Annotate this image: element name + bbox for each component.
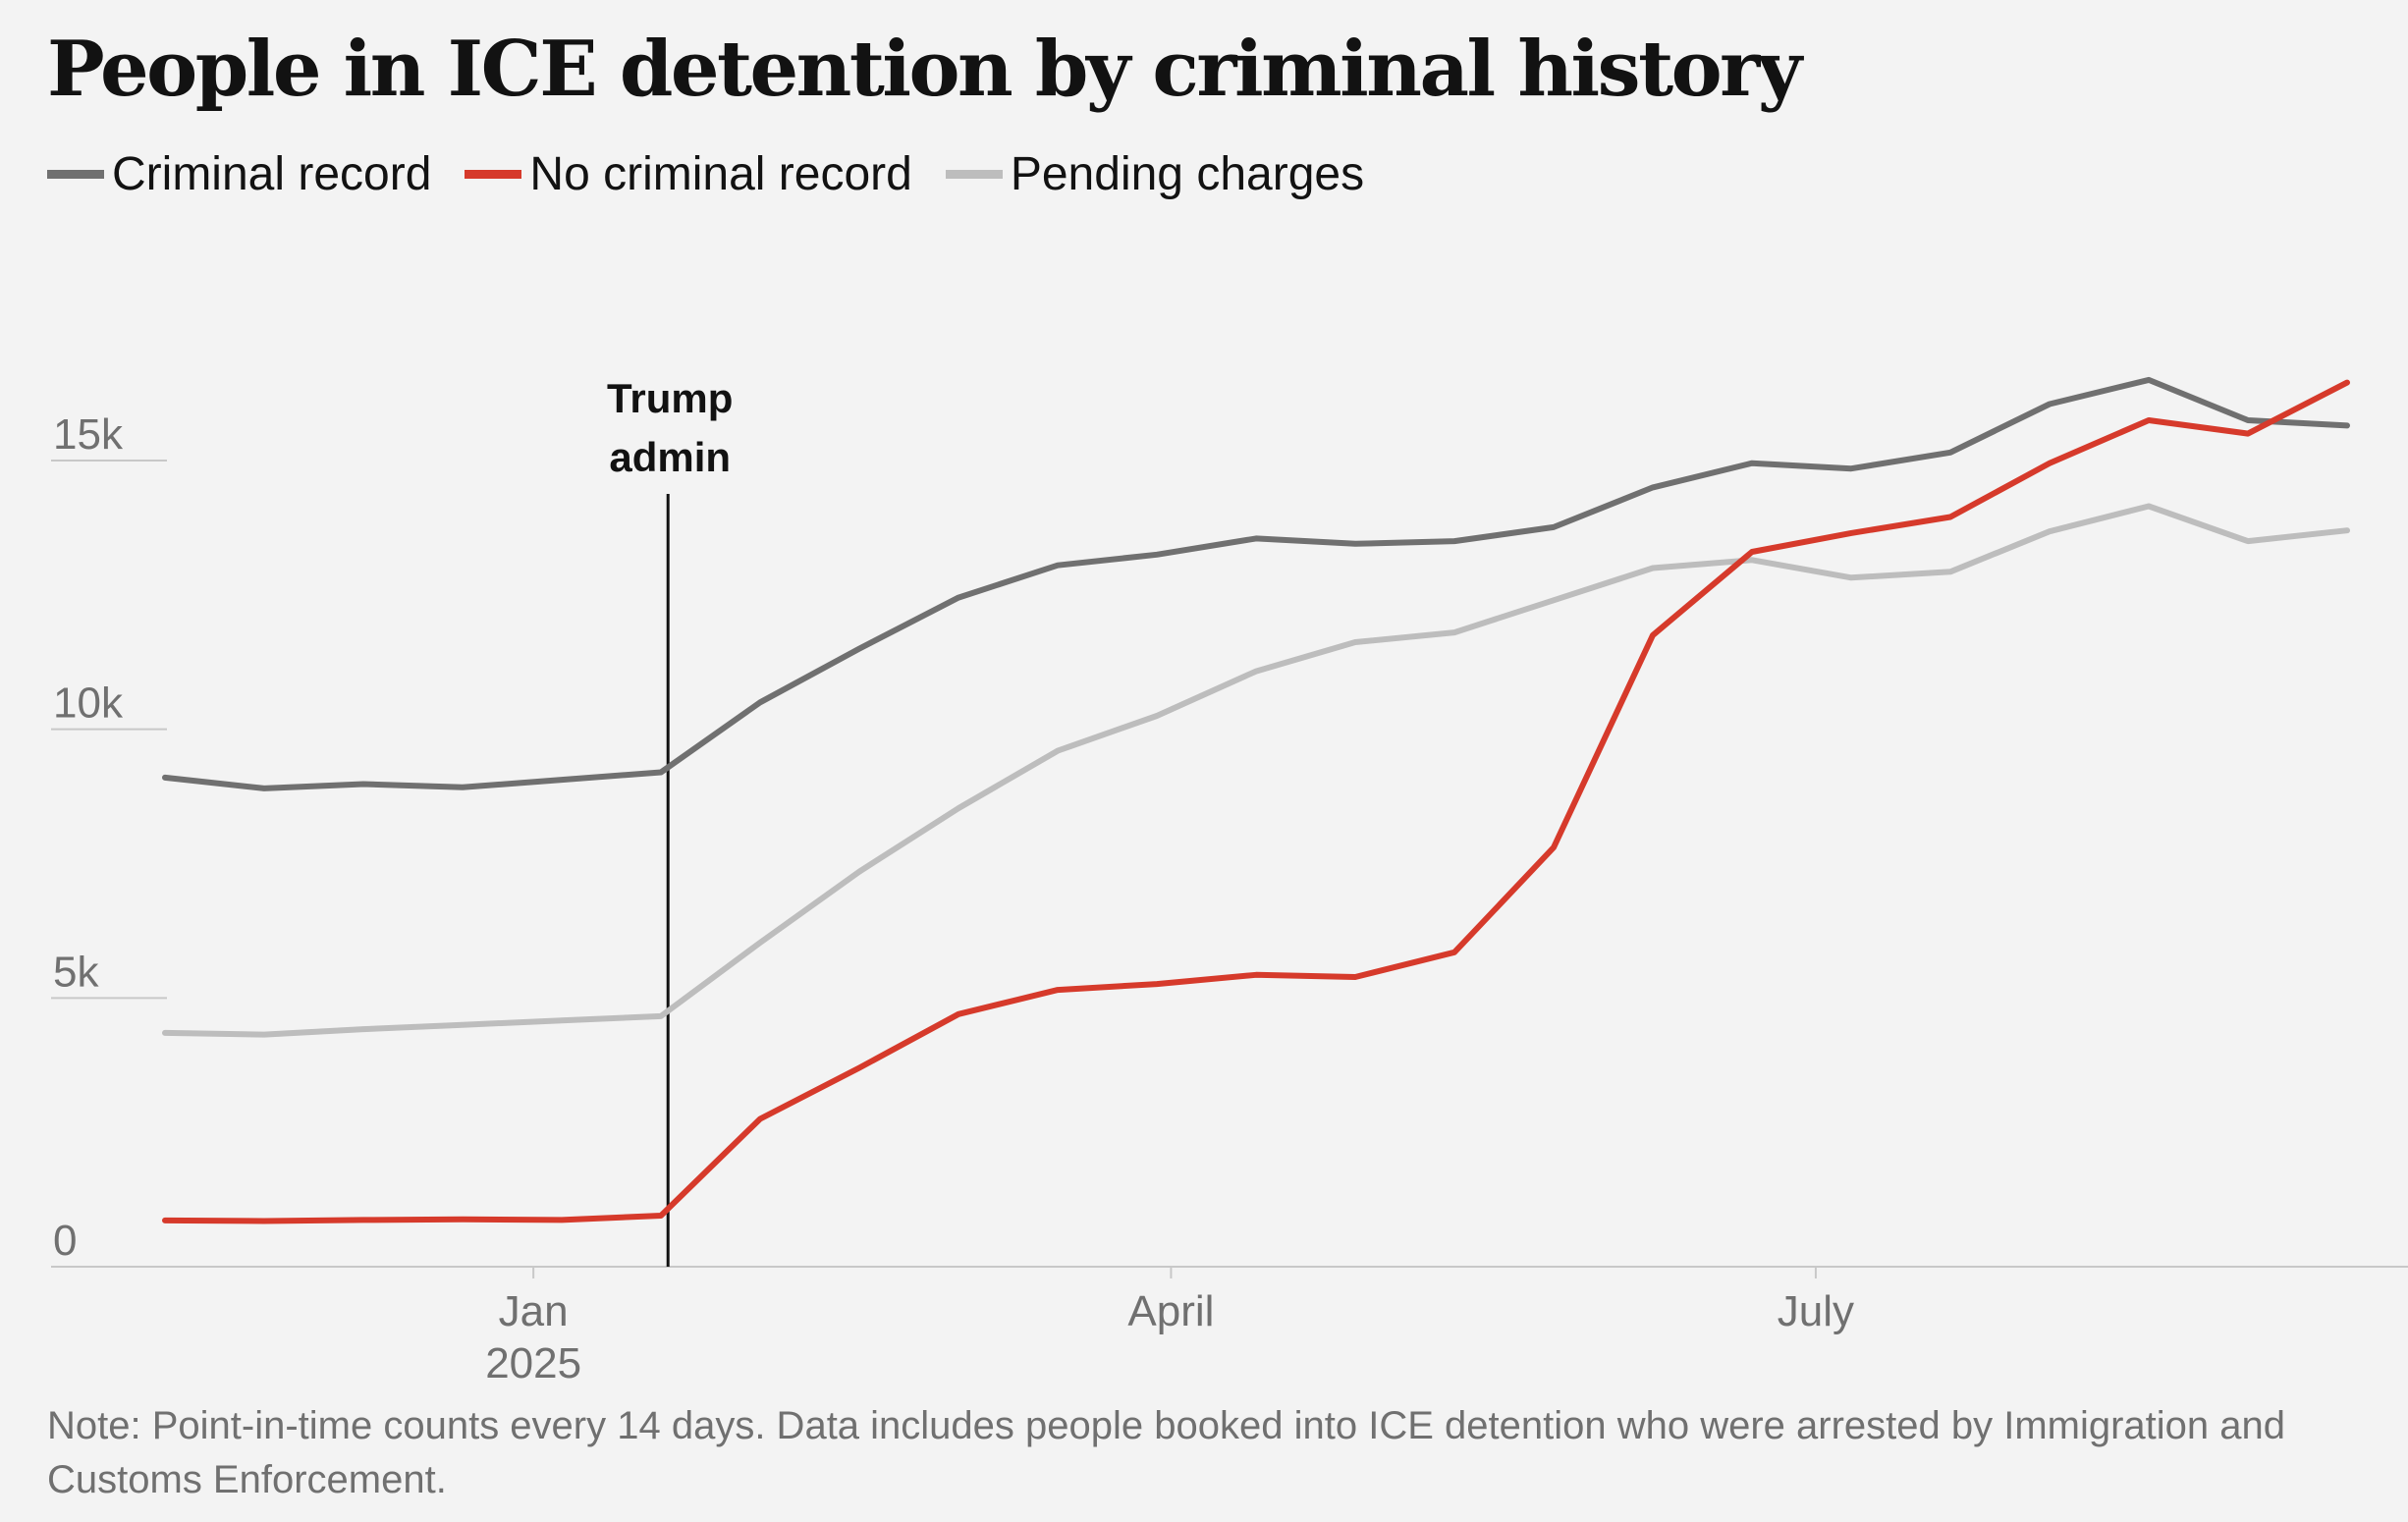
chart-note: Note: Point-in-time counts every 14 days… (47, 1404, 2286, 1501)
legend-item-no-criminal-record: No criminal record (465, 147, 912, 201)
chart-legend: Criminal record No criminal record Pendi… (47, 147, 1397, 201)
legend-label-no-criminal-record: No criminal record (529, 148, 912, 200)
x-tick-sublabel-2025: 2025 (485, 1339, 581, 1385)
series-line-pending-charges (162, 503, 2350, 1038)
legend-item-pending-charges: Pending charges (945, 147, 1365, 201)
x-tick-label-april: April (1127, 1287, 1214, 1335)
x-tick-label-jan: Jan (499, 1287, 569, 1335)
legend-item-criminal-record: Criminal record (47, 147, 431, 201)
y-tick-label-15k: 15k (53, 410, 124, 459)
y-tick-label-0: 0 (53, 1217, 77, 1265)
legend-swatch-criminal-record (47, 170, 104, 179)
annotation-label-line1: Trump (607, 375, 733, 421)
annotation-label-line2: admin (609, 434, 731, 480)
series-line-no-criminal-record (162, 379, 2350, 1224)
legend-label-pending-charges: Pending charges (1010, 148, 1365, 200)
y-tick-label-10k: 10k (53, 679, 124, 728)
legend-label-criminal-record: Criminal record (112, 148, 432, 200)
x-tick-label-july: July (1778, 1287, 1854, 1335)
series-line-criminal-record (162, 376, 2350, 791)
y-tick-label-5k: 5k (53, 948, 99, 996)
chart-title: People in ICE detention by criminal hist… (47, 25, 1802, 114)
legend-swatch-pending-charges (945, 170, 1003, 179)
legend-swatch-no-criminal-record (465, 170, 522, 179)
